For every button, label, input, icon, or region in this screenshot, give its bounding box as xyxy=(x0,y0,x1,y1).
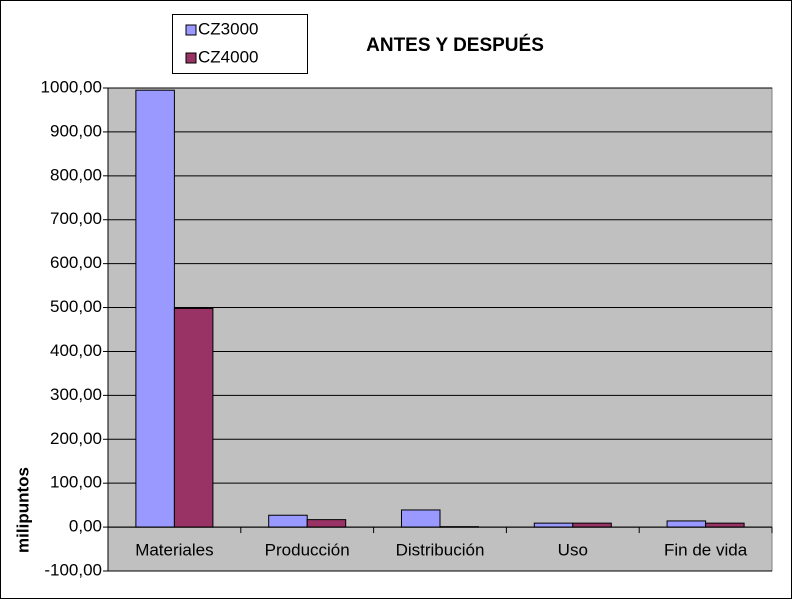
y-tick-label: 800,00 xyxy=(50,165,102,184)
x-tick-label: Distribución xyxy=(396,541,485,560)
x-tick-label: Uso xyxy=(558,541,588,560)
bar xyxy=(533,522,574,528)
y-tick-label: 400,00 xyxy=(50,341,102,360)
x-tick-label: Materiales xyxy=(135,541,213,560)
bar xyxy=(666,520,707,528)
legend-label: CZ4000 xyxy=(198,47,258,66)
y-tick-label: 100,00 xyxy=(50,473,102,492)
bar xyxy=(268,514,308,528)
legend-label: CZ3000 xyxy=(198,19,258,38)
plot-area xyxy=(107,87,773,572)
x-tick-label: Producción xyxy=(265,541,350,560)
y-tick-label: 600,00 xyxy=(50,253,102,272)
y-tick-label: 1000,00 xyxy=(41,77,102,96)
y-tick-label: -100,00 xyxy=(44,560,102,579)
bar xyxy=(173,307,214,528)
legend-swatch xyxy=(185,24,197,36)
bar xyxy=(306,519,347,528)
legend-box xyxy=(172,14,308,74)
y-axis-label: milipuntos xyxy=(13,467,32,553)
y-tick-label: 300,00 xyxy=(50,385,102,404)
y-tick-label: 0,00 xyxy=(69,517,102,536)
y-tick-label: 500,00 xyxy=(50,297,102,316)
y-tick-label: 900,00 xyxy=(50,121,102,140)
y-tick-label: 200,00 xyxy=(50,429,102,448)
bar xyxy=(135,89,175,528)
chart-title: ANTES Y DESPUÉS xyxy=(366,34,544,56)
bar xyxy=(705,522,745,528)
legend-swatch xyxy=(185,52,197,64)
bar xyxy=(572,522,612,528)
x-tick-label: Fin de vida xyxy=(664,541,748,560)
bar xyxy=(400,509,441,528)
y-tick-label: 700,00 xyxy=(50,209,102,228)
